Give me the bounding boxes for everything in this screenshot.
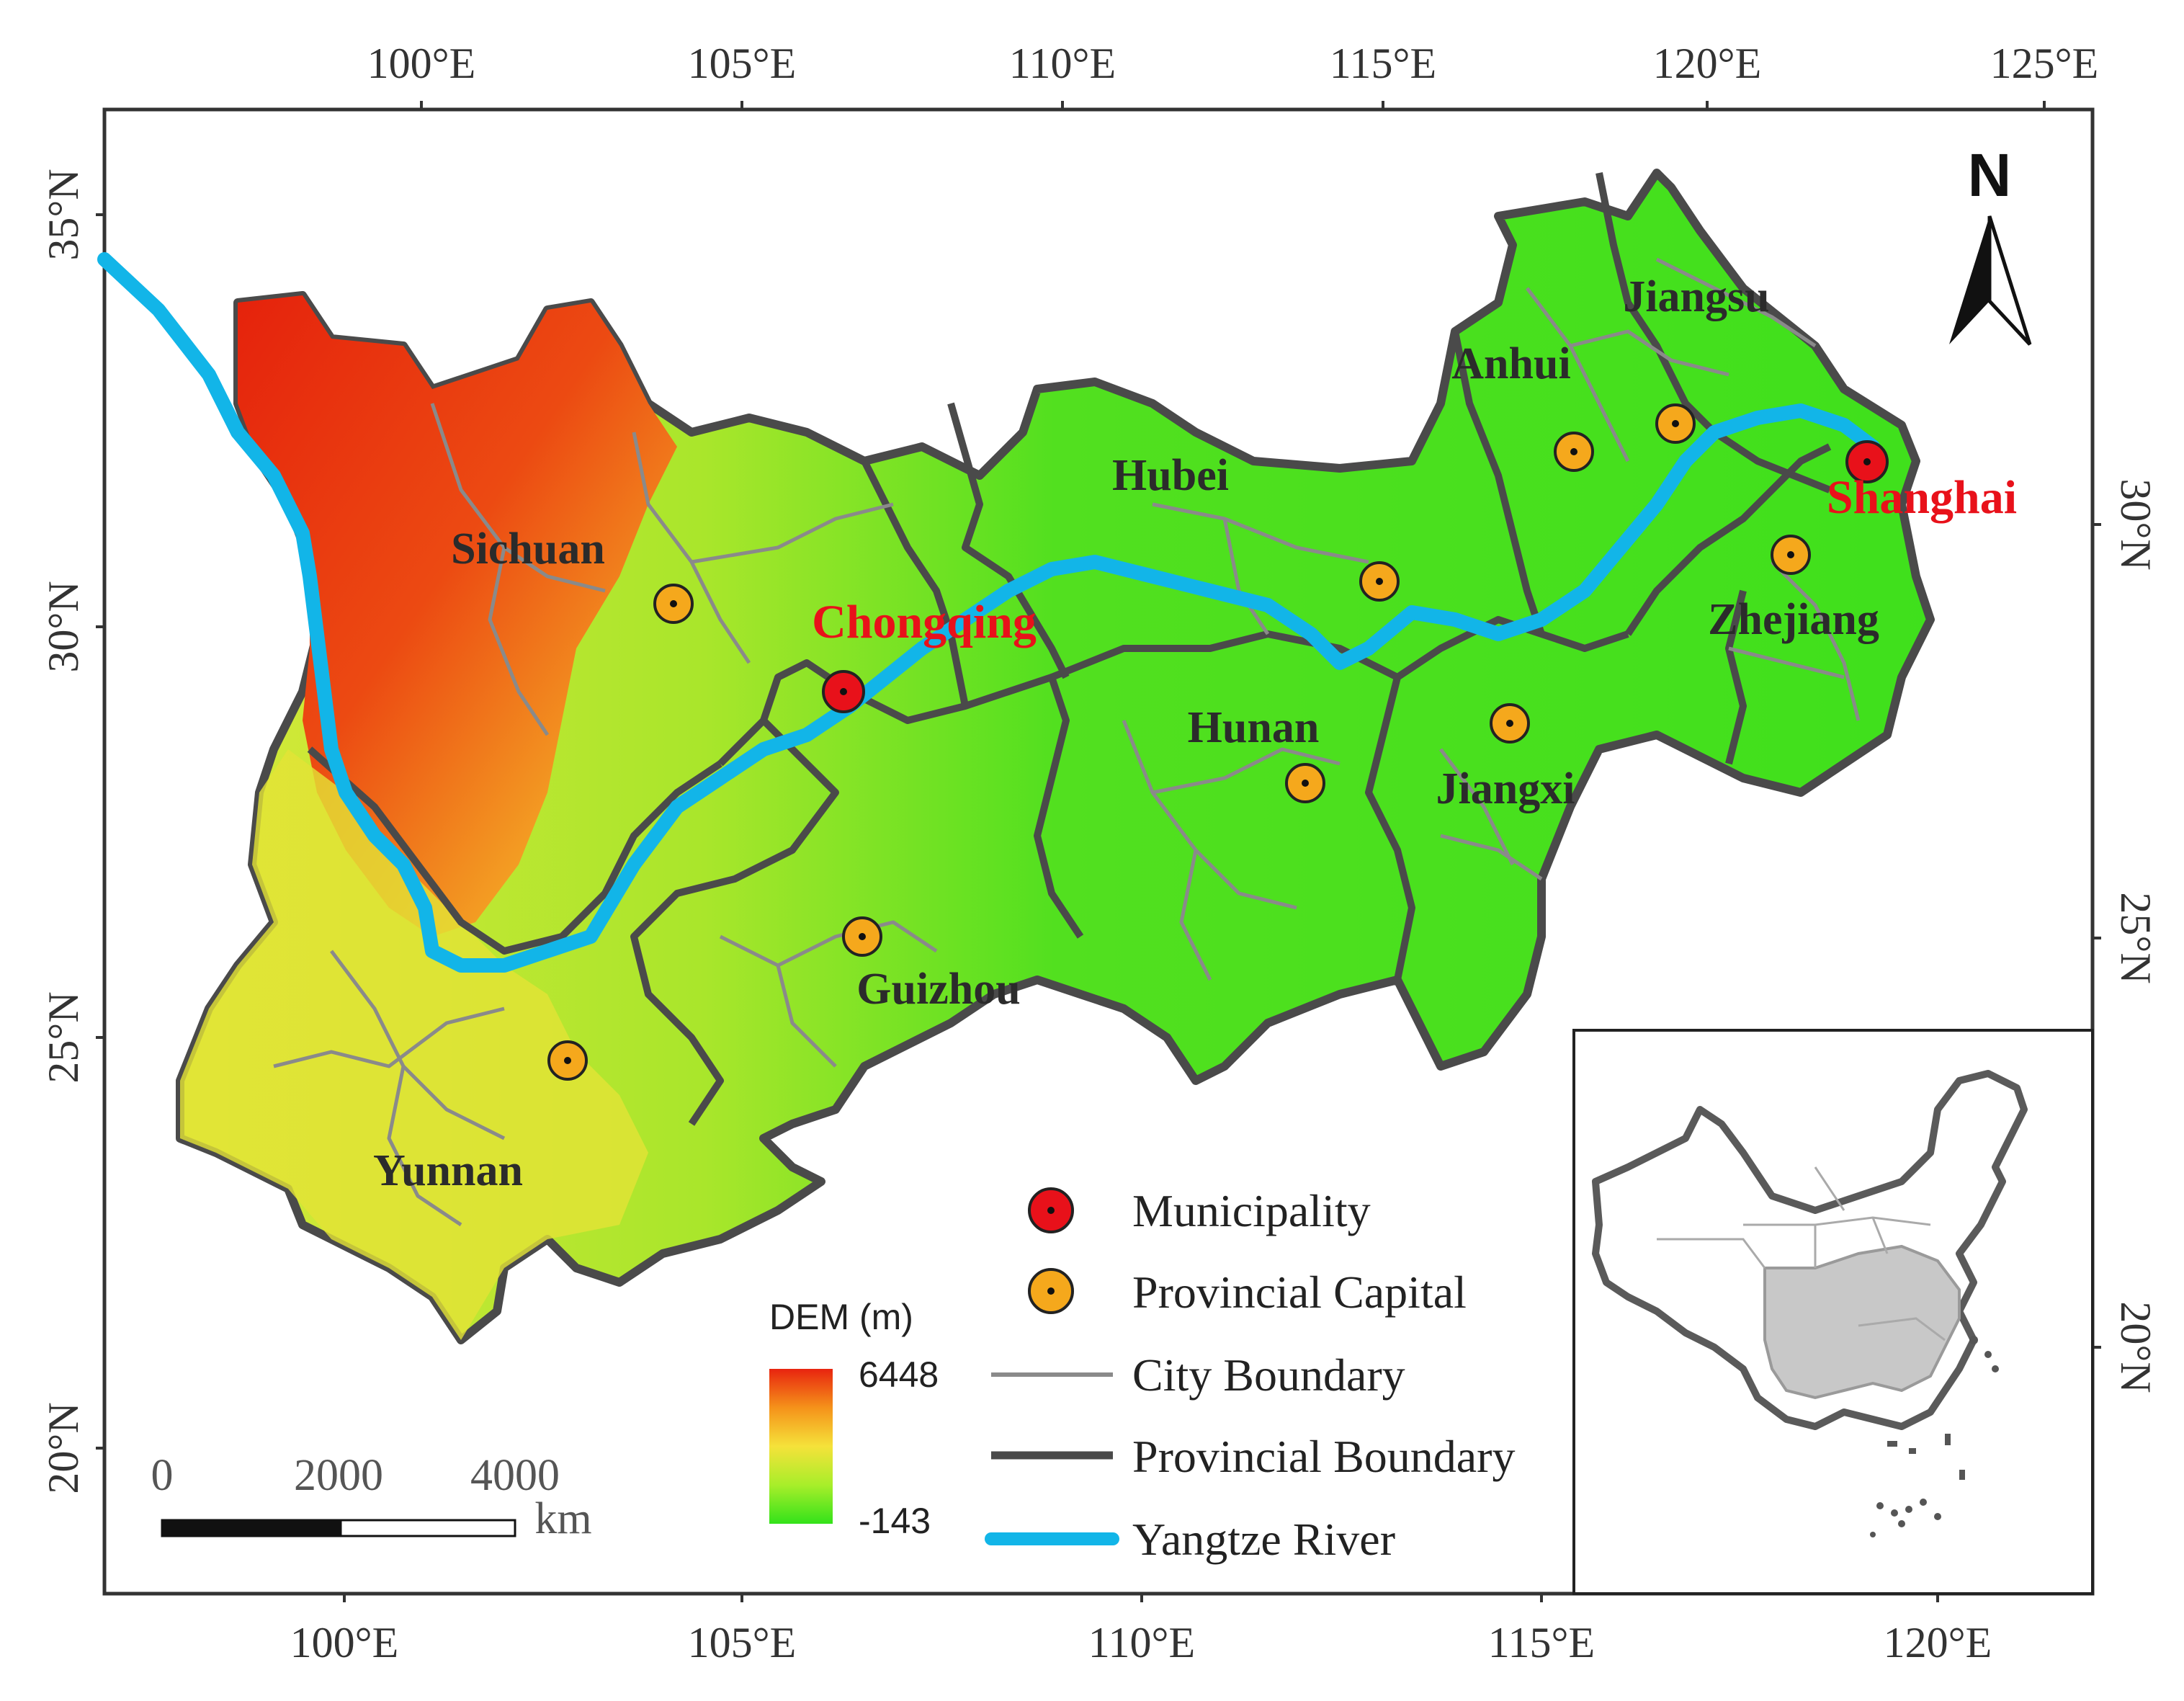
legend-item: Municipality [1028, 1185, 1371, 1236]
scale-label-2000: 2000 [294, 1451, 383, 1500]
province-label-jiangxi: Jiangxi [1436, 764, 1575, 813]
inset-islands [1870, 1336, 1999, 1537]
scale-unit: km [534, 1494, 591, 1543]
left-lat-label: 20°N [40, 1402, 87, 1494]
dem-legend-max: 6448 [859, 1354, 939, 1395]
inset-study-area [1763, 1244, 1961, 1400]
province-label-guizhou: Guizhou [856, 965, 1020, 1014]
province-label-zhejiang: Zhejiang [1708, 595, 1879, 644]
municipality-label-chongqing: Chongqing [812, 596, 1037, 648]
province-label-sichuan: Sichuan [451, 524, 605, 573]
scale-label-0: 0 [151, 1451, 174, 1500]
legend-item: City Boundary [991, 1349, 1405, 1401]
legend-river-label: Yangtze River [1132, 1514, 1395, 1565]
scale-bar-white-segment [339, 1519, 516, 1537]
top-lon-label: 125°E [1990, 40, 2099, 87]
province-label-yunnan: Yunnan [373, 1146, 523, 1195]
capital-marker-nanchang [1490, 703, 1530, 744]
right-lat-label: 30°N [2112, 478, 2160, 570]
scale-bar-black-segment [161, 1519, 342, 1537]
frame-ticks [96, 101, 2101, 1602]
bottom-lon-label: 110°E [1088, 1619, 1195, 1666]
dem-legend: DEM (m) 6448 -143 [769, 1297, 939, 1541]
capital-marker-guiyang [842, 916, 882, 957]
capital-marker-nanjing [1655, 403, 1696, 444]
capital-marker-hefei [1554, 432, 1594, 472]
left-lat-label: 35°N [40, 169, 87, 260]
legend-item: Yangtze River [985, 1514, 1395, 1565]
right-lat-label: 25°N [2112, 892, 2160, 983]
top-lon-label: 100°E [367, 40, 476, 87]
provincial-capitals [547, 403, 1811, 1081]
yunnan-highland [180, 749, 648, 1340]
capital-marker-chengdu [653, 584, 694, 624]
top-lon-label: 115°E [1330, 40, 1436, 87]
dem-legend-min: -143 [859, 1501, 931, 1541]
bottom-lon-label: 105°E [688, 1619, 797, 1666]
top-lon-label: 120°E [1653, 40, 1762, 87]
province-label-hunan: Hunan [1188, 703, 1320, 752]
left-lat-label: 30°N [40, 581, 87, 672]
capital-marker-changsha [1285, 763, 1325, 803]
capital-marker-wuhan [1359, 561, 1400, 602]
province-label-jiangsu: Jiangsu [1623, 272, 1769, 321]
symbol-legend: Municipality Provincial Capital City Bou… [985, 1185, 1515, 1565]
province-label-hubei: Hubei [1112, 451, 1229, 500]
north-arrow: N [1949, 141, 2032, 346]
bottom-lon-label: 120°E [1884, 1619, 1992, 1666]
right-lat-label: 20°N [2112, 1301, 2160, 1393]
municipality-label-shanghai: Shanghai [1827, 471, 2017, 524]
north-label: N [1968, 141, 2012, 209]
legend-capital-label: Provincial Capital [1132, 1267, 1467, 1318]
legend-municipality-label: Municipality [1132, 1185, 1371, 1236]
city-boundaries [273, 257, 1861, 1227]
bottom-lon-label: 115°E [1488, 1619, 1595, 1666]
dem-colour-ramp [769, 1369, 833, 1524]
municipality-marker-chongqing [822, 670, 865, 713]
scale-label-4000: 4000 [470, 1451, 560, 1500]
top-lon-label: 110°E [1009, 40, 1116, 87]
provincial-boundaries [307, 172, 1832, 1126]
capital-marker-hangzhou [1771, 535, 1811, 575]
scale-bar: 0 2000 4000 km [151, 1451, 592, 1543]
left-lat-label: 25°N [40, 991, 87, 1083]
north-arrow-left-half [1949, 216, 1990, 344]
municipality-marker-shanghai [1845, 440, 1889, 483]
top-lon-label: 105°E [688, 40, 797, 87]
province-label-anhui: Anhui [1451, 339, 1570, 388]
yangtze-river [97, 252, 1880, 973]
legend-municipality-symbol [1028, 1187, 1074, 1233]
capital-marker-kunming [547, 1040, 588, 1081]
legend-capital-symbol [1028, 1268, 1074, 1314]
inset-province-lines [1657, 1166, 1946, 1341]
north-arrow-right-half [1987, 215, 2032, 346]
legend-item: Provincial Capital [1028, 1267, 1467, 1318]
legend-provincial-boundary-label: Provincial Boundary [1132, 1431, 1515, 1482]
inset-locator-map [1572, 1029, 2094, 1595]
dem-legend-title: DEM (m) [769, 1297, 913, 1337]
bottom-lon-label: 100°E [290, 1619, 399, 1666]
legend-item: Provincial Boundary [991, 1431, 1515, 1482]
legend-city-boundary-label: City Boundary [1132, 1349, 1405, 1401]
